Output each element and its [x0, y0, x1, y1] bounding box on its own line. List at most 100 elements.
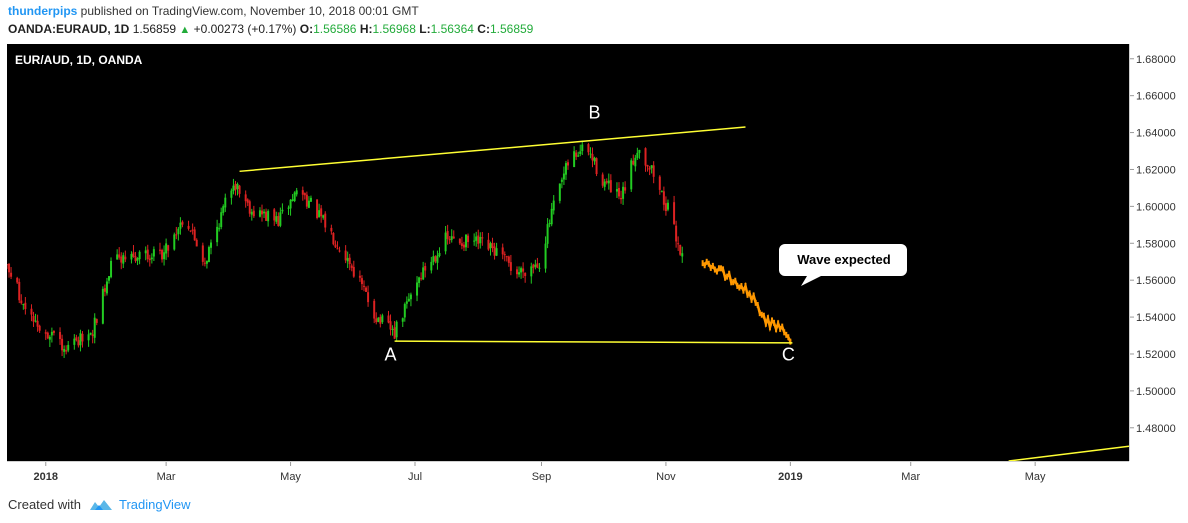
candle-body	[546, 224, 549, 244]
time-axis[interactable]: 2018 Mar May Jul Sep Nov 2019 Mar May	[7, 461, 1129, 488]
candle-body	[118, 254, 121, 258]
candlestick-plot[interactable]: A B C Wave expected EUR/AUD, 1D, OANDA	[6, 44, 1130, 462]
candle-body	[87, 334, 90, 341]
candle-body	[250, 211, 253, 215]
tradingview-link[interactable]: TradingView	[118, 497, 191, 512]
candle-body	[481, 237, 484, 239]
candle-body	[446, 230, 449, 239]
candle-body	[101, 288, 104, 324]
candle-body	[509, 262, 512, 271]
candle-body	[391, 328, 394, 331]
candle-body	[189, 230, 192, 232]
candle-body	[493, 246, 496, 256]
candle-body	[438, 252, 441, 257]
projection-group	[701, 258, 792, 345]
candle-body	[460, 243, 463, 246]
x-tick-label: Jul	[408, 471, 422, 483]
candle-body	[401, 318, 404, 322]
candle-body	[462, 244, 465, 248]
candle-body	[679, 244, 682, 255]
candle-body	[307, 200, 310, 208]
candle-body	[34, 320, 37, 322]
candle-body	[501, 247, 504, 255]
candle-body	[177, 228, 180, 235]
candle-body	[344, 250, 347, 261]
trendline	[394, 340, 793, 344]
candle-body	[632, 160, 635, 165]
candle-body	[320, 208, 323, 217]
candle-body	[387, 315, 390, 323]
candle-body	[622, 186, 625, 199]
candle-body	[316, 199, 319, 219]
candle-body	[61, 338, 64, 351]
low-value: 1.56364	[430, 22, 474, 36]
candle-body	[24, 302, 27, 310]
candle-body	[281, 209, 284, 212]
candle-body	[277, 216, 280, 227]
candle-body	[432, 256, 435, 263]
candle-body	[20, 300, 23, 304]
candle-body	[550, 208, 553, 225]
candle-body	[265, 211, 268, 221]
candle-body	[30, 308, 33, 315]
candle-body	[203, 262, 206, 264]
candle-body	[634, 157, 637, 167]
candle-body	[403, 304, 406, 318]
candle-body	[381, 315, 384, 323]
price-axis[interactable]: 1.68000 1.66000 1.64000 1.62000 1.60000 1.580…	[1129, 44, 1182, 461]
candle-body	[575, 152, 578, 157]
candle-body	[144, 250, 147, 254]
candle-body	[6, 264, 8, 266]
candle-body	[181, 221, 184, 225]
candle-body	[681, 253, 684, 257]
candle-body	[230, 190, 233, 198]
candle-body	[165, 243, 168, 254]
candle-body	[63, 349, 66, 352]
candle-body	[287, 207, 290, 209]
candle-body	[450, 236, 453, 240]
candle-body	[544, 243, 547, 269]
tradingview-logo-icon[interactable]	[89, 498, 113, 512]
candle-body	[448, 238, 451, 241]
chart-pane[interactable]: A B C Wave expected EUR/AUD, 1D, OANDA	[6, 44, 1130, 462]
candle-body	[167, 245, 170, 251]
up-arrow-icon: ▲	[179, 24, 191, 36]
wave-label-a: A	[385, 344, 397, 364]
author-link[interactable]: thunderpips	[8, 4, 78, 18]
candle-body	[44, 332, 47, 334]
candle-body	[395, 321, 398, 338]
candle-body	[562, 173, 565, 180]
candle-body	[50, 331, 53, 336]
candle-body	[146, 249, 149, 260]
candle-body	[65, 350, 68, 352]
candle-body	[424, 265, 427, 271]
candle-body	[291, 199, 294, 201]
candle-body	[275, 216, 278, 222]
candle-body	[358, 275, 361, 278]
candle-body	[479, 236, 482, 244]
candle-body	[360, 278, 363, 285]
publish-date-text: published on TradingView.com, November 1…	[80, 4, 419, 18]
footer: Created with TradingView	[8, 497, 191, 512]
candle-body	[103, 288, 106, 292]
candle-body	[430, 261, 433, 271]
x-tick-label: Nov	[656, 471, 676, 483]
candle-body	[136, 258, 139, 261]
candle-body	[393, 327, 396, 339]
candle-body	[644, 148, 647, 166]
candle-body	[246, 199, 249, 203]
candle-body	[218, 228, 221, 230]
candle-body	[91, 334, 94, 336]
open-value: 1.56586	[313, 22, 357, 36]
y-tick-label: 1.64000	[1136, 128, 1176, 140]
candle-body	[95, 319, 98, 323]
candle-body	[662, 191, 665, 205]
candle-body	[130, 253, 133, 260]
candle-body	[338, 250, 341, 252]
candle-body	[475, 236, 478, 241]
candle-body	[336, 248, 339, 250]
candle-body	[615, 189, 618, 192]
candle-body	[318, 210, 321, 218]
candle-body	[193, 229, 196, 241]
candle-body	[195, 239, 198, 247]
